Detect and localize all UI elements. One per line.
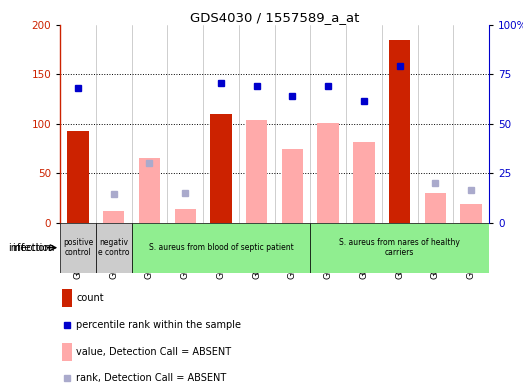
- Bar: [62, 289, 72, 307]
- Bar: [210, 114, 232, 223]
- Text: GSM345279: GSM345279: [467, 223, 475, 273]
- Text: infection: infection: [8, 243, 50, 253]
- Text: GSM345278: GSM345278: [431, 223, 440, 273]
- Text: GSM345276: GSM345276: [359, 223, 368, 273]
- Bar: [282, 149, 303, 223]
- Title: GDS4030 / 1557589_a_at: GDS4030 / 1557589_a_at: [190, 11, 359, 24]
- Text: infection: infection: [13, 243, 55, 253]
- Bar: [246, 120, 267, 223]
- Bar: [425, 193, 446, 223]
- Bar: [317, 123, 339, 223]
- Text: S. aureus from nares of healthy
carriers: S. aureus from nares of healthy carriers: [339, 238, 460, 257]
- Text: positive
control: positive control: [63, 238, 93, 257]
- Bar: [103, 211, 124, 223]
- Text: GSM345275: GSM345275: [324, 223, 333, 273]
- Text: GSM345269: GSM345269: [109, 223, 118, 273]
- Text: rank, Detection Call = ABSENT: rank, Detection Call = ABSENT: [76, 373, 226, 383]
- Text: GSM345271: GSM345271: [181, 223, 190, 273]
- Text: GSM345273: GSM345273: [252, 223, 261, 273]
- Bar: [310, 223, 489, 273]
- Text: negativ
e contro: negativ e contro: [98, 238, 130, 257]
- Text: GSM345277: GSM345277: [395, 223, 404, 273]
- Bar: [62, 343, 72, 361]
- Text: percentile rank within the sample: percentile rank within the sample: [76, 320, 241, 330]
- Text: S. aureus from blood of septic patient: S. aureus from blood of septic patient: [149, 243, 293, 252]
- Bar: [353, 142, 374, 223]
- Text: GSM345272: GSM345272: [217, 223, 225, 273]
- Bar: [175, 209, 196, 223]
- Text: value, Detection Call = ABSENT: value, Detection Call = ABSENT: [76, 347, 231, 357]
- Text: GSM345274: GSM345274: [288, 223, 297, 273]
- Bar: [389, 40, 411, 223]
- Bar: [96, 223, 132, 273]
- Text: GSM345268: GSM345268: [74, 223, 83, 273]
- Text: count: count: [76, 293, 104, 303]
- Bar: [60, 223, 96, 273]
- Bar: [67, 131, 89, 223]
- Bar: [132, 223, 310, 273]
- Text: GSM345270: GSM345270: [145, 223, 154, 273]
- Bar: [139, 159, 160, 223]
- Bar: [460, 204, 482, 223]
